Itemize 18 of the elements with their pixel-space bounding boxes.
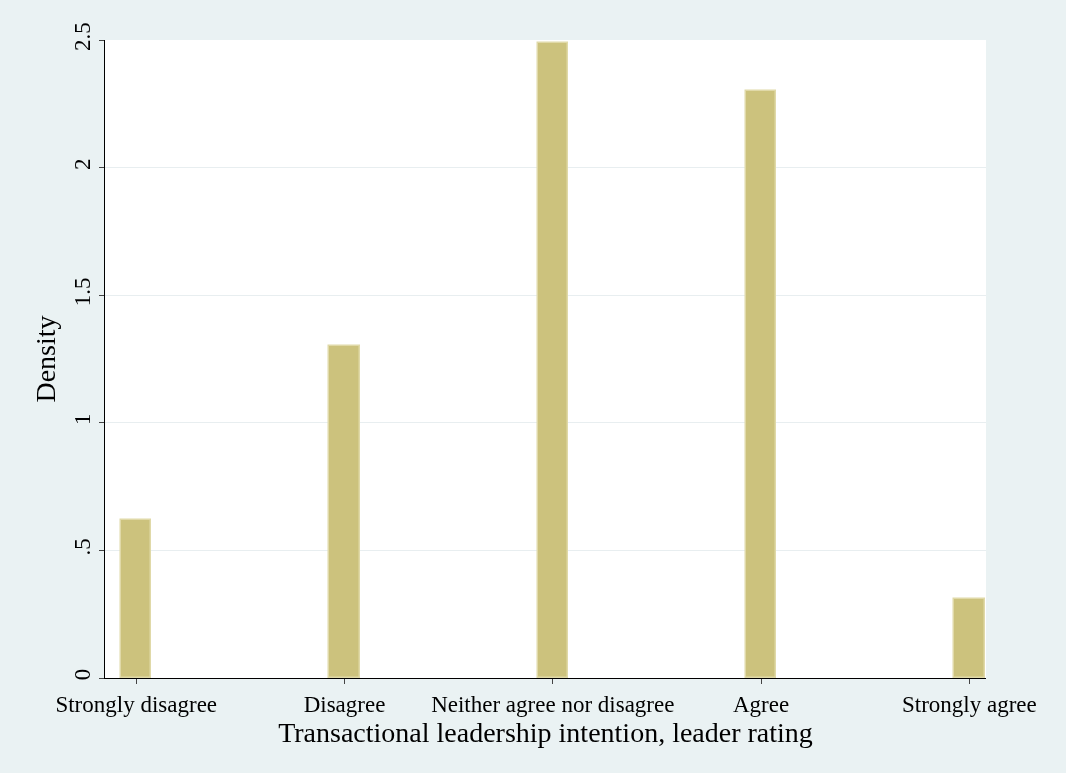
x-tick-label: Strongly disagree <box>55 691 218 717</box>
x-axis-title: Transactional leadership intention, leader rating <box>278 716 813 748</box>
y-tick-label: 2.5 <box>69 22 95 51</box>
y-tick-label: 1 <box>69 413 95 426</box>
bar <box>536 41 568 678</box>
x-tick-label: Strongly agree <box>901 691 1037 717</box>
x-tick-label: Disagree <box>303 691 386 717</box>
bar <box>744 89 776 678</box>
x-tick-label: Neither agree nor disagree <box>431 691 675 717</box>
y-axis-title: Density <box>30 315 62 403</box>
bar <box>952 597 985 678</box>
y-tick-label: 0 <box>69 668 95 681</box>
y-tick-label: .5 <box>69 538 95 556</box>
y-tick-label: 1.5 <box>69 277 95 307</box>
x-tick-label: Agree <box>732 691 790 717</box>
bar <box>119 518 151 678</box>
bar <box>327 344 360 678</box>
y-tick-label: 2 <box>69 158 95 170</box>
